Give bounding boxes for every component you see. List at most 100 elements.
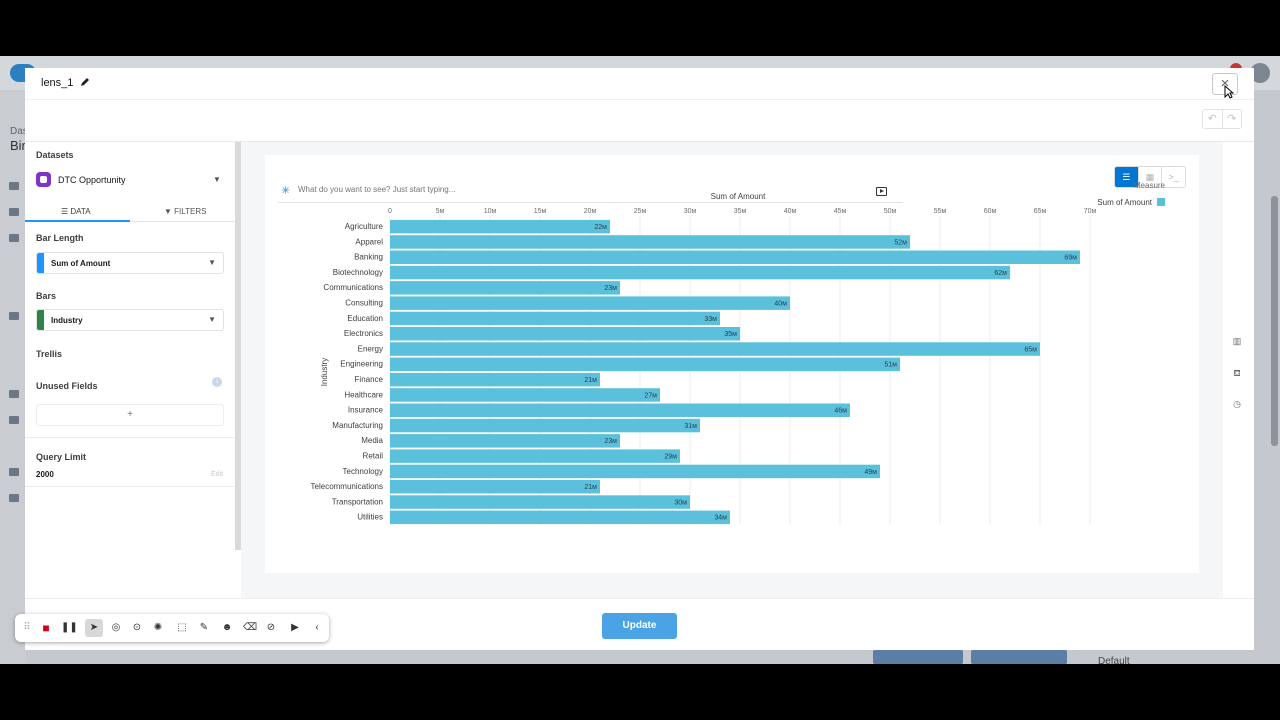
chart-view-icon[interactable]: ☰ — [1115, 167, 1139, 187]
trellis-label: Trellis — [36, 349, 63, 359]
category-label: Education — [347, 314, 383, 323]
undo-redo-group: ↶ ↷ — [1202, 109, 1242, 129]
bar — [390, 250, 1080, 264]
no-annotations-icon[interactable]: ⊘ — [266, 622, 276, 633]
category-label: Healthcare — [344, 390, 383, 399]
tab-filters[interactable]: ▼ FILTERS — [164, 207, 207, 216]
x-tick-label: 40м — [784, 208, 797, 215]
legend-item-label: Sum of Amount — [1097, 198, 1152, 207]
data-label: 49м — [864, 469, 877, 476]
bar — [390, 372, 600, 387]
x-tick-label: 65м — [1034, 208, 1047, 215]
data-label: 34м — [714, 515, 727, 522]
nav-icon — [9, 182, 19, 190]
category-label: Insurance — [348, 406, 384, 415]
bar — [390, 434, 620, 448]
dataset-name[interactable]: DTC Opportunity — [58, 175, 126, 185]
format-paintbrush-icon[interactable]: ⛾ — [1233, 368, 1241, 378]
background-button — [971, 650, 1067, 664]
category-label: Biotechnology — [333, 268, 383, 277]
pointer-icon[interactable]: ➤ — [85, 619, 103, 637]
bar — [390, 418, 700, 433]
sidebar-panel — [25, 142, 237, 598]
eraser-icon[interactable]: ⌫ — [243, 622, 258, 633]
category-label: Energy — [358, 344, 383, 353]
search-bar[interactable]: ✳ — [278, 181, 903, 203]
update-button[interactable]: Update — [602, 613, 677, 639]
collapse-chevron-icon[interactable]: ‹ — [315, 622, 319, 633]
camera-icon[interactable]: ▶ — [291, 622, 299, 633]
search-input[interactable] — [298, 185, 858, 194]
avatar — [1250, 63, 1270, 83]
stop-record-icon[interactable]: ■ — [42, 621, 50, 635]
background-scrollbar — [1271, 196, 1278, 446]
table-view-icon[interactable]: ▦ — [1138, 167, 1163, 187]
nav-icon — [9, 208, 19, 216]
view-toggle: ☰ ▦ >_ — [1114, 166, 1186, 188]
y-axis-title: Industry — [320, 358, 329, 386]
drag-handle-icon[interactable]: ⠿ — [23, 622, 31, 633]
bar-chart-svg: Sum of Amount 0 5м 10м 15м 20м 25м 30м 35м 40м 45м… — [311, 181, 1166, 525]
bar — [390, 495, 690, 509]
bar — [390, 510, 730, 525]
bar — [390, 480, 600, 494]
highlight-click-icon[interactable]: ✺ — [153, 622, 163, 633]
redo-button[interactable]: ↷ — [1227, 113, 1237, 125]
bar — [390, 235, 910, 249]
pencil-icon[interactable] — [79, 76, 91, 88]
measure-color-icon — [37, 253, 44, 273]
bar — [390, 296, 790, 310]
chart-type-icon[interactable]: ▥ — [1232, 336, 1242, 346]
magic-wand-icon[interactable]: ✎ — [199, 622, 209, 633]
data-label: 69м — [1064, 255, 1077, 262]
history-clock-icon[interactable]: ◷ — [1233, 399, 1241, 409]
nav-icon — [9, 390, 19, 398]
sidebar-scrollbar[interactable] — [235, 142, 241, 550]
x-tick-label: 0 — [388, 208, 392, 215]
query-view-icon[interactable]: >_ — [1162, 167, 1185, 187]
data-label: 27м — [644, 392, 657, 399]
bar — [390, 219, 610, 234]
info-icon[interactable]: i — [212, 377, 222, 387]
query-limit-edit-link[interactable]: Edit — [211, 471, 224, 478]
lens-modal: lens_1 × ↶ ↷ Datasets DTC Opportunity ▼ … — [25, 68, 1254, 650]
data-label: 21м — [584, 377, 597, 384]
zoom-icon[interactable]: ⊙ — [132, 622, 142, 633]
play-icon[interactable] — [876, 187, 887, 196]
spotlight-icon[interactable]: ◎ — [111, 622, 121, 633]
bars-field[interactable]: Industry ▼ — [36, 309, 224, 331]
background-default-label: Default — [1098, 656, 1130, 664]
chevron-down-icon[interactable]: ▼ — [208, 315, 216, 324]
category-label: Manufacturing — [332, 421, 383, 430]
chevron-down-icon[interactable]: ▼ — [213, 175, 221, 184]
data-label: 51м — [884, 362, 897, 369]
bar — [390, 464, 880, 479]
bar — [390, 403, 850, 417]
emoji-icon[interactable]: ☻ — [221, 622, 233, 633]
nav-icon — [9, 416, 19, 424]
category-label: Telecommunications — [311, 482, 383, 491]
x-tick-label: 15м — [534, 208, 547, 215]
background-dashboard-label: Dash — [10, 126, 34, 137]
tab-data[interactable]: ☰ DATA — [61, 207, 91, 216]
header-divider — [25, 99, 1254, 100]
x-tick-label: 70м — [1084, 208, 1097, 215]
data-label: 62м — [994, 270, 1007, 277]
data-label: 29м — [664, 454, 677, 461]
x-tick-label: 55м — [934, 208, 947, 215]
region-select-icon[interactable]: ⬚ — [177, 622, 187, 633]
toolbar-divider — [25, 141, 1254, 142]
add-field-button[interactable]: + — [36, 404, 224, 426]
active-tab-indicator — [25, 220, 130, 222]
bar — [390, 357, 900, 372]
bar — [390, 342, 1040, 356]
bars-label: Bars — [36, 291, 57, 301]
x-tick-label: 20м — [584, 208, 597, 215]
pause-icon[interactable]: ❚❚ — [61, 622, 78, 633]
bar-length-field[interactable]: Sum of Amount ▼ — [36, 252, 224, 274]
chevron-down-icon[interactable]: ▼ — [208, 258, 216, 267]
recorder-toolbar: ⠿ ■ ❚❚ ➤ ◎ ⊙ ✺ ⬚ ✎ ☻ ⌫ ⊘ ▶ ‹ — [15, 614, 329, 642]
undo-button[interactable]: ↶ — [1203, 110, 1223, 128]
sidebar-divider — [25, 486, 235, 487]
query-limit-value: 2000 — [36, 470, 54, 479]
